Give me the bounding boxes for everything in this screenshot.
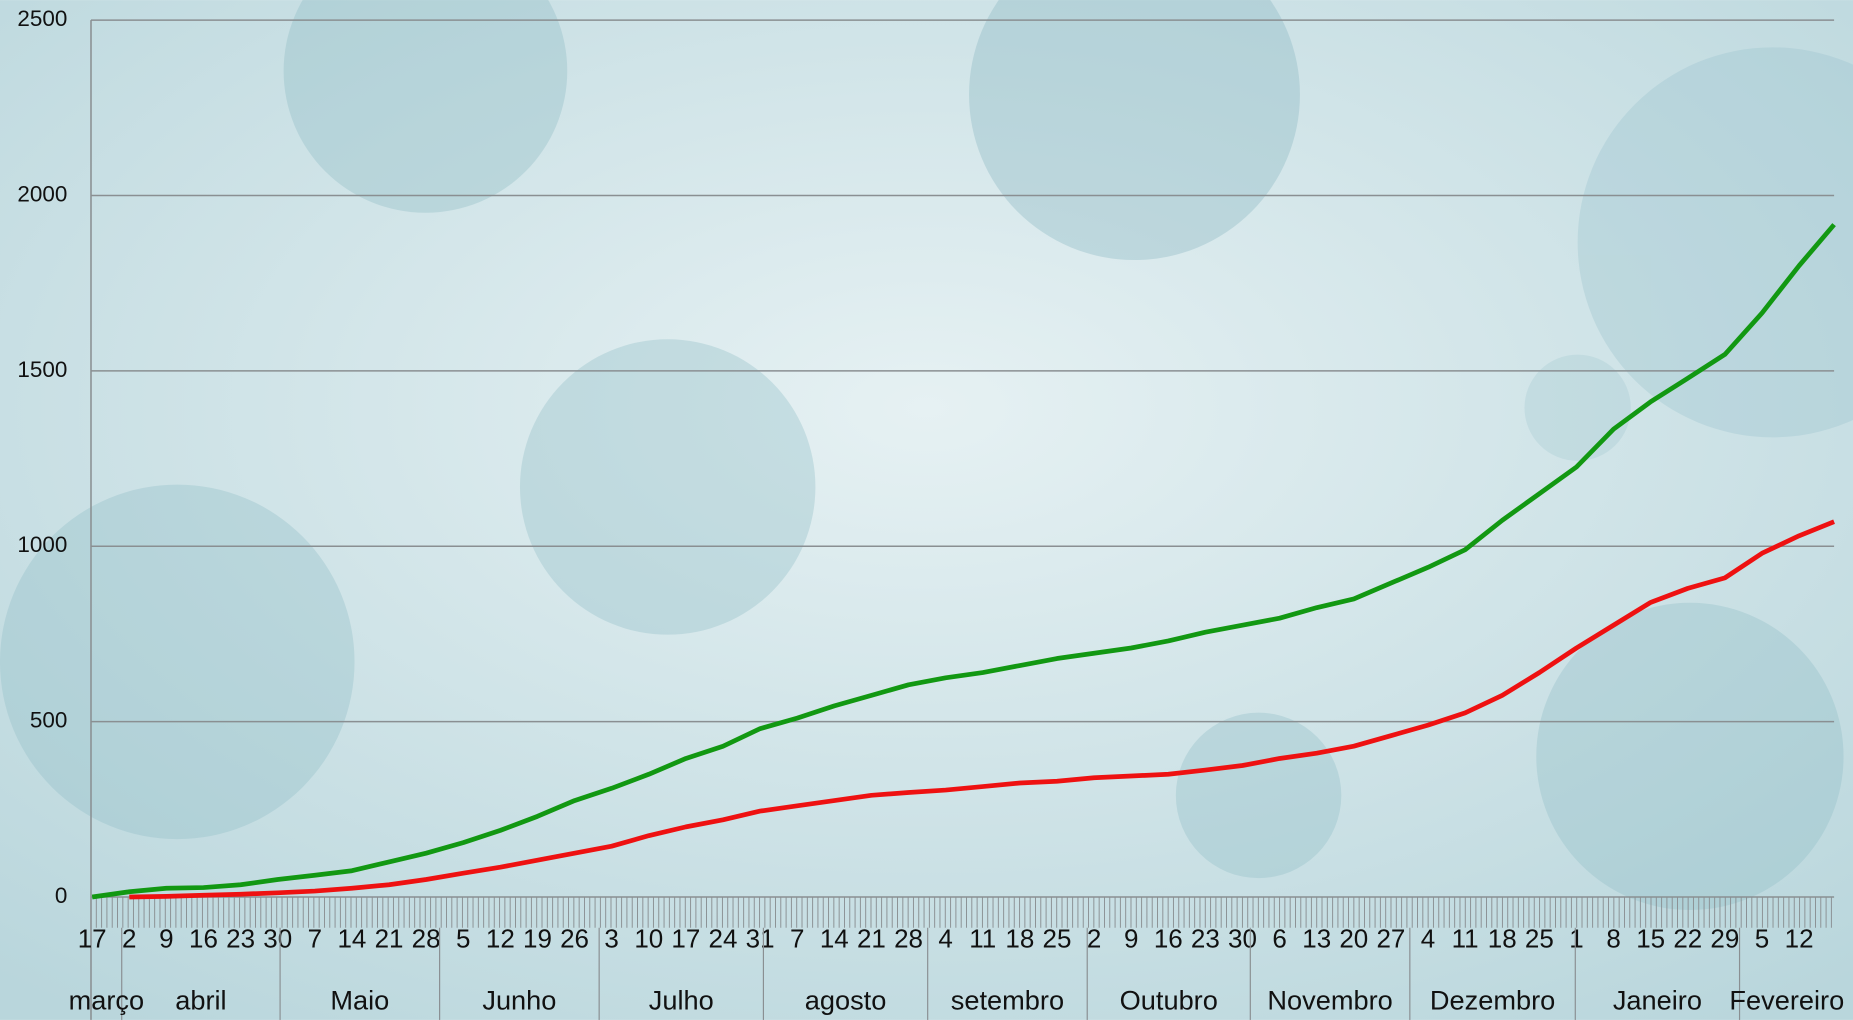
month-label: abril <box>175 984 226 1015</box>
x-tick-label: 18 <box>1005 924 1034 954</box>
x-tick-label: 2 <box>1087 924 1101 954</box>
x-tick-label: 12 <box>486 924 515 954</box>
x-tick-label: 15 <box>1636 924 1665 954</box>
x-tick-label: 16 <box>189 924 218 954</box>
y-tick-label: 0 <box>55 883 67 908</box>
y-tick-label: 500 <box>30 708 67 733</box>
x-tick-label: 25 <box>1525 924 1554 954</box>
x-tick-label: 9 <box>159 924 173 954</box>
y-tick-label: 1000 <box>17 532 67 557</box>
x-tick-label: 19 <box>523 924 552 954</box>
month-label: Fevereiro <box>1729 984 1844 1015</box>
x-tick-label: 11 <box>1452 924 1479 954</box>
month-label: março <box>69 984 145 1015</box>
data-line <box>129 519 1835 900</box>
x-tick-label: 22 <box>1673 924 1702 954</box>
data-line <box>91 223 1836 900</box>
x-tick-label: 7 <box>790 924 804 954</box>
x-tick-label: 6 <box>1272 924 1286 954</box>
x-tick-label: 2 <box>122 924 136 954</box>
x-tick-label: 5 <box>1755 924 1769 954</box>
month-label: Janeiro <box>1613 984 1702 1015</box>
month-label: Novembro <box>1267 984 1392 1015</box>
month-label: Junho <box>482 984 556 1015</box>
x-tick-label: 17 <box>671 924 700 954</box>
x-tick-label: 23 <box>1191 924 1220 954</box>
decoration <box>0 0 1853 911</box>
y-tick-label: 1500 <box>17 357 67 382</box>
x-tick-label: 13 <box>1302 924 1331 954</box>
x-tick-label: 31 <box>746 924 775 954</box>
x-tick-label: 16 <box>1154 924 1183 954</box>
x-tick-label: 5 <box>456 924 470 954</box>
x-tick-label: 26 <box>560 924 589 954</box>
y-tick-label: 2500 <box>17 6 67 31</box>
x-tick-label: 30 <box>1228 924 1257 954</box>
x-tick-label: 1 <box>1569 924 1583 954</box>
x-tick-label: 14 <box>820 924 849 954</box>
x-tick-label: 4 <box>1421 924 1435 954</box>
x-tick-label: 18 <box>1488 924 1517 954</box>
x-tick-label: 21 <box>375 924 404 954</box>
x-tick-label: 27 <box>1376 924 1405 954</box>
month-label: agosto <box>805 984 887 1015</box>
x-tick-label: 28 <box>894 924 923 954</box>
y-tick-label: 2000 <box>17 181 67 206</box>
x-tick-label: 3 <box>604 924 618 954</box>
month-label: setembro <box>951 984 1064 1015</box>
x-tick-label: 17 <box>78 924 107 954</box>
x-tick-label: 14 <box>337 924 366 954</box>
month-label: Dezembro <box>1430 984 1555 1015</box>
x-tick-label: 29 <box>1710 924 1739 954</box>
x-tick-label: 30 <box>263 924 292 954</box>
x-tick-label: 4 <box>938 924 952 954</box>
x-tick-label: 24 <box>709 924 738 954</box>
month-label: Julho <box>649 984 714 1015</box>
month-label: Outubro <box>1120 984 1218 1015</box>
x-tick-label: 11 <box>969 924 996 954</box>
x-tick-label: 9 <box>1124 924 1138 954</box>
x-tick-label: 7 <box>308 924 322 954</box>
x-tick-label: 12 <box>1785 924 1814 954</box>
x-tick-label: 8 <box>1606 924 1620 954</box>
x-tick-label: 23 <box>226 924 255 954</box>
x-tick-label: 25 <box>1043 924 1072 954</box>
x-tick-label: 21 <box>857 924 886 954</box>
x-tick-label: 10 <box>634 924 663 954</box>
x-tick-label: 28 <box>412 924 441 954</box>
x-tick-label: 20 <box>1339 924 1368 954</box>
month-label: Maio <box>330 984 389 1015</box>
